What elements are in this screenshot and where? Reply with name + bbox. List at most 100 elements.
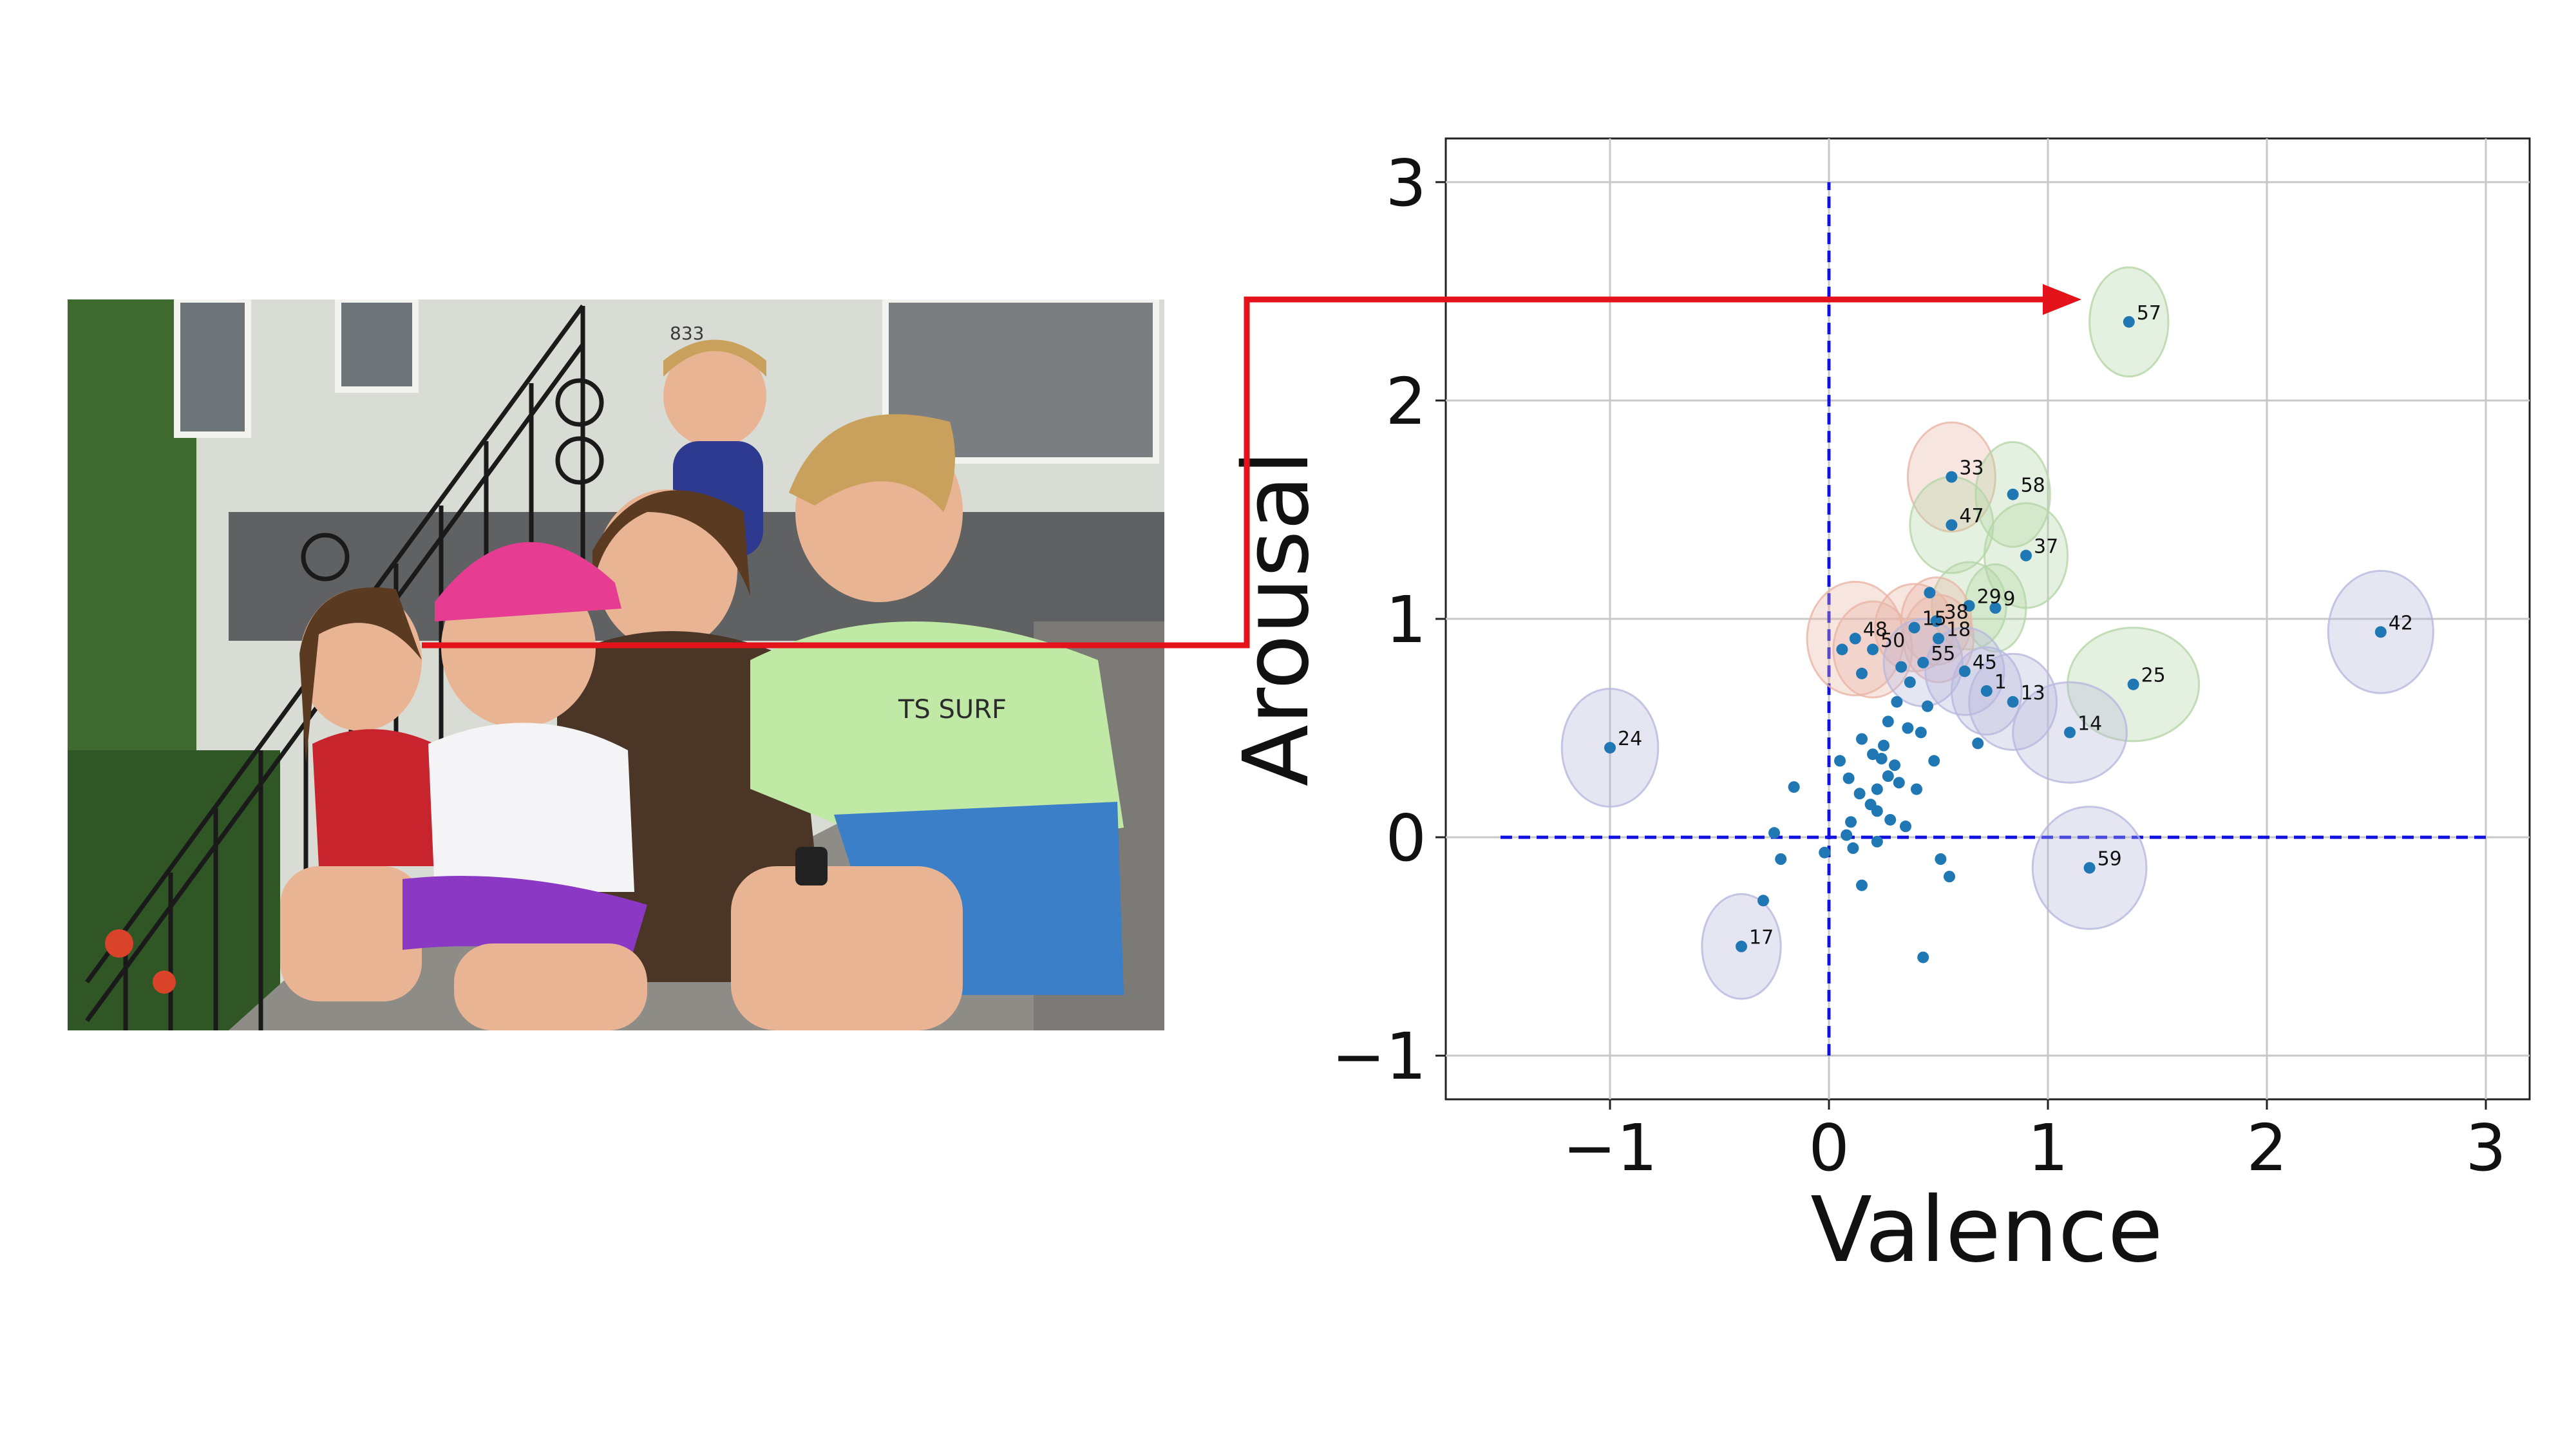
x-tick-label: 1 [2027, 1110, 2069, 1186]
data-point [1836, 643, 1848, 656]
x-tick-label: −1 [1562, 1110, 1657, 1186]
data-point [1908, 621, 1920, 634]
data-point [1842, 772, 1855, 784]
data-point [1917, 656, 1929, 668]
point-id-label: 37 [2034, 536, 2058, 558]
y-tick-label: 1 [1385, 582, 1426, 658]
data-point [1856, 879, 1868, 891]
data-point [1958, 665, 1971, 677]
data-point [1893, 777, 1905, 789]
data-point [2123, 316, 2135, 328]
data-point [1915, 726, 1927, 739]
data-point [1867, 643, 1879, 656]
photo-girl-middle-shirt [428, 723, 634, 892]
photo-girl-left-shirt [312, 729, 454, 866]
data-point [1845, 816, 1857, 828]
data-point [1889, 759, 1900, 772]
data-point [1946, 519, 1958, 531]
data-point [1736, 940, 1747, 952]
point-id-label: 25 [2141, 665, 2166, 687]
data-point [1911, 783, 1922, 795]
data-point [2007, 488, 2019, 500]
data-point [1849, 632, 1861, 645]
photo-flower [153, 971, 176, 994]
data-point [1900, 820, 1911, 833]
x-axis-title: Valence [1810, 1178, 2163, 1283]
point-id-label: 13 [2021, 682, 2045, 705]
data-point [1853, 788, 1866, 800]
ellipse-layer [1560, 266, 2434, 1000]
point-id-label: 59 [2098, 848, 2122, 871]
shirt-logo-text: TS SURF [898, 695, 1007, 724]
data-point [1882, 715, 1894, 728]
y-axis-title: Arousal [1224, 450, 1329, 786]
data-point [1856, 733, 1868, 745]
data-point [1875, 753, 1888, 765]
data-point [1834, 755, 1846, 767]
data-point [1878, 739, 1889, 752]
data-point [2020, 549, 2032, 562]
data-point [1819, 846, 1831, 858]
data-point [1768, 827, 1780, 839]
data-point [1856, 667, 1868, 679]
data-point [1871, 805, 1883, 817]
point-id-label: 24 [1618, 728, 1642, 750]
photo-window-middle [335, 299, 419, 393]
point-id-label: 29 [1977, 586, 2002, 609]
data-point [1871, 835, 1883, 848]
point-id-label: 1 [1994, 671, 2007, 694]
data-point [1924, 587, 1936, 599]
data-point [1604, 742, 1616, 754]
point-id-label: 9 [2003, 588, 2015, 611]
data-point [1944, 871, 1955, 883]
data-point [1928, 755, 1940, 767]
photo-window-left [174, 299, 251, 438]
y-tick-label: 3 [1385, 146, 1426, 221]
data-point [1922, 700, 1933, 712]
data-point [2127, 678, 2139, 690]
y-tick-label: 2 [1385, 364, 1426, 439]
point-id-label: 47 [1959, 505, 1984, 527]
x-tick-label: 2 [2246, 1110, 2287, 1186]
data-point [2083, 862, 2096, 874]
data-point [1867, 748, 1879, 761]
data-point [1895, 661, 1908, 673]
photo-boy-front-shirt [750, 621, 1124, 860]
y-tick-label: −1 [1332, 1019, 1426, 1094]
x-tick-label: 3 [2465, 1110, 2506, 1186]
data-point [1972, 737, 1984, 750]
data-point [1775, 853, 1787, 865]
photo-girl-middle-legs [454, 943, 647, 1030]
point-id-label: 15 [1922, 608, 1947, 630]
point-id-label: 50 [1880, 629, 1905, 652]
photo-boy-front-legs [731, 866, 963, 1030]
data-point [1841, 829, 1853, 841]
data-point [1891, 696, 1903, 708]
y-tick-label: 0 [1385, 800, 1426, 876]
point-id-label: 42 [2389, 612, 2413, 634]
point-id-label: 14 [2078, 712, 2102, 735]
point-id-label: 18 [1946, 619, 1971, 641]
x-tick-label: 0 [1808, 1110, 1850, 1186]
data-point [1917, 951, 1929, 963]
point-id-label: 33 [1959, 457, 1984, 480]
point-id-label: 45 [1973, 651, 1997, 674]
data-point [1935, 853, 1947, 865]
photo-girl-left-legs [280, 866, 422, 1001]
data-point [1847, 842, 1859, 855]
photo-girl-left-hair [299, 587, 422, 763]
data-point [2374, 626, 2387, 638]
point-id-label: 58 [2021, 475, 2045, 497]
data-point [1946, 471, 1958, 483]
data-point [1788, 781, 1800, 793]
photo-watch [795, 847, 828, 886]
data-point [2064, 726, 2076, 739]
data-point [1884, 813, 1897, 826]
data-point [1757, 895, 1769, 907]
point-id-label: 17 [1749, 927, 1774, 949]
data-point [1882, 770, 1894, 782]
data-point [2007, 696, 2019, 708]
point-id-label: 57 [2137, 302, 2161, 325]
point-id-label: 55 [1931, 643, 1955, 665]
